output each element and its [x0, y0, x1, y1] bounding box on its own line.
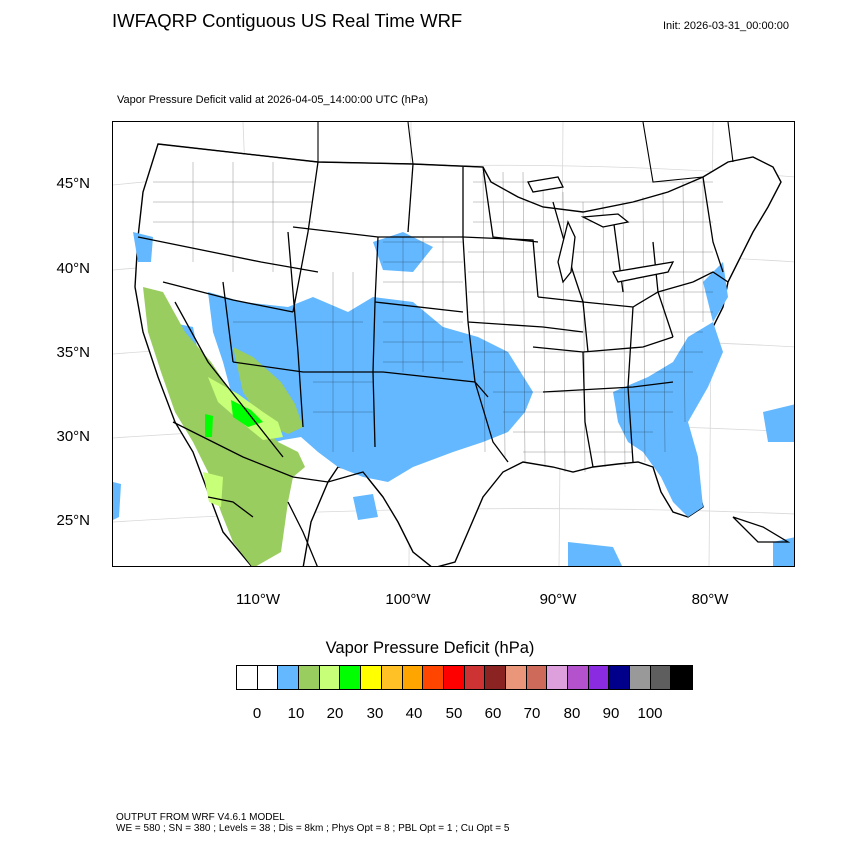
colorbar-cell [568, 666, 589, 689]
colorbar-cell [526, 666, 548, 689]
county-borders [153, 162, 723, 473]
vpd-40-band [205, 400, 263, 437]
colorbar-cell [299, 666, 320, 689]
colorbar-cell [443, 666, 465, 689]
colorbar-tick: 40 [405, 705, 423, 722]
colorbar-cell [609, 666, 631, 689]
colorbar-title: Vapor Pressure Deficit (hPa) [325, 639, 535, 657]
colorbar-cell [340, 666, 362, 689]
colorbar-cell [237, 666, 258, 689]
colorbar-tick: 90 [602, 705, 620, 722]
colorbar-cell [505, 666, 527, 689]
colorbar-tick: 80 [563, 705, 581, 722]
map-panel [112, 121, 795, 567]
colorbar-cell [588, 666, 610, 689]
vpd-20-band [143, 287, 305, 566]
colorbar-cell [423, 666, 444, 689]
lat-label-35n: 35°N [56, 344, 90, 361]
plot-subtitle: Vapor Pressure Deficit valid at 2026-04-… [117, 94, 429, 106]
footer-line-2: WE = 580 ; SN = 380 ; Levels = 38 ; Dis … [116, 823, 510, 834]
colorbar-tick: 0 [252, 705, 262, 722]
colorbar-cell [257, 666, 279, 689]
lon-label-80w: 80°W [691, 591, 729, 608]
init-time-label: Init: 2026-03-31_00:00:00 [663, 20, 789, 32]
colorbar-cell [381, 666, 403, 689]
colorbar-cell [547, 666, 568, 689]
canada-border [157, 122, 734, 183]
coast-features [527, 176, 791, 543]
colorbar-tick: 100 [637, 705, 663, 722]
map-svg [113, 122, 794, 566]
colorbar-cell [630, 666, 651, 689]
main-title: IWFAQRP Contiguous US Real Time WRF [112, 10, 463, 31]
lat-label-25n: 25°N [56, 512, 90, 529]
state-borders [137, 161, 729, 468]
colorbar-cell [319, 666, 341, 689]
colorbar [236, 665, 694, 690]
colorbar-tick: 10 [287, 705, 305, 722]
colorbar-cell [278, 666, 300, 689]
lat-label-45n: 45°N [56, 175, 90, 192]
colorbar-tick: 20 [326, 705, 344, 722]
colorbar-tick: 50 [445, 705, 463, 722]
colorbar-cell [361, 666, 382, 689]
colorbar-cell [485, 666, 506, 689]
model-footer: OUTPUT FROM WRF V4.6.1 MODEL WE = 580 ; … [116, 812, 509, 834]
colorbar-cell [464, 666, 486, 689]
colorbar-cell [402, 666, 424, 689]
colorbar-cell [650, 666, 672, 689]
colorbar-tick: 70 [523, 705, 541, 722]
lon-label-100w: 100°W [385, 591, 431, 608]
lat-label-40n: 40°N [56, 260, 90, 277]
colorbar-tick: 30 [366, 705, 384, 722]
footer-line-1: OUTPUT FROM WRF V4.6.1 MODEL [116, 812, 285, 823]
colorbar-tick: 60 [484, 705, 502, 722]
colorbar-cell [671, 666, 693, 689]
lon-label-110w: 110°W [235, 591, 281, 608]
lat-label-30n: 30°N [56, 428, 90, 445]
lon-label-90w: 90°W [539, 591, 577, 608]
mexico-border [172, 421, 384, 566]
